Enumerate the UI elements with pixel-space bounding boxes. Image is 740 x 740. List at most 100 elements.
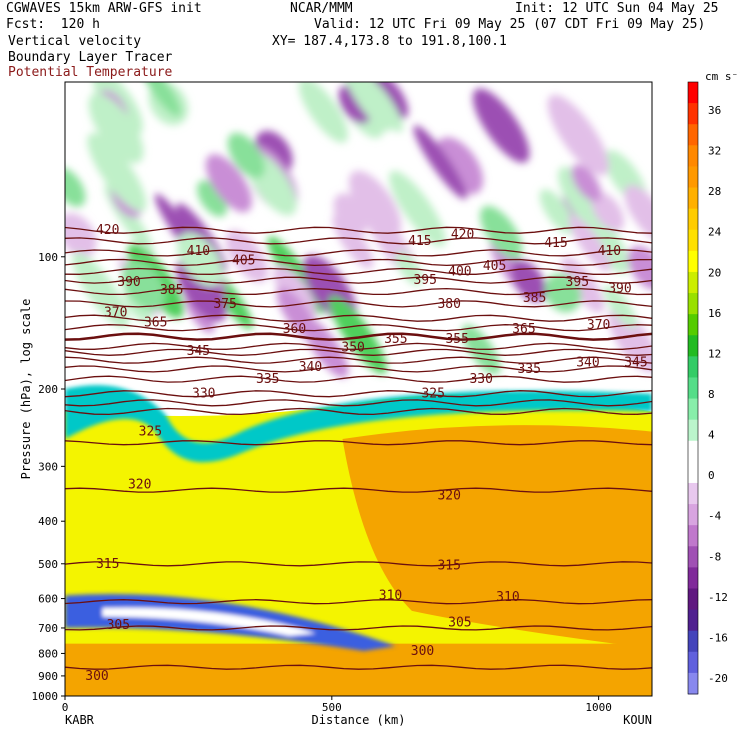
velocity-cell [372,82,409,119]
colorbar-segment [688,567,698,589]
theta-label-305: 305 [107,618,130,633]
theta-contour-420 [65,226,652,234]
colorbar-segment [688,546,698,568]
colorbar-segment [688,672,698,695]
theta-label-395: 395 [566,275,589,290]
colorbar-label: 4 [708,429,715,442]
theta-label-380: 380 [437,297,460,312]
colorbar-label: 36 [708,104,721,117]
theta-label-365: 365 [512,322,535,337]
theta-contour-325 [65,440,652,446]
y-tick-label: 100 [38,251,58,264]
x-tick-label: 500 [322,701,342,714]
colorbar-label: -4 [708,510,722,523]
velocity-cell [298,82,348,143]
velocity-cell [603,284,637,329]
theta-label-325: 325 [139,425,162,440]
velocity-cell [227,132,265,179]
colorbar-label: 16 [708,307,721,320]
velocity-cell [328,295,387,374]
colorbar-label: -8 [708,550,721,563]
theta-label-420: 420 [451,228,474,243]
theta-label-335: 335 [518,362,541,377]
theta-contour-320 [65,487,652,493]
theta-label-355: 355 [445,332,468,347]
theta-contour-300 [65,664,652,670]
theta-label-410: 410 [598,244,621,259]
velocity-cell [539,189,575,235]
theta-label-420: 420 [96,223,119,238]
y-axis-label: Pressure (hPa), log scale [19,299,33,480]
org-label: NCAR/MMM [290,1,353,16]
colorbar-segment [688,356,698,378]
theta-label-370: 370 [587,318,610,333]
theta-contour-labels: 420 410 405 415 420 415 410 405 400 395 395 390 390 3… [85,223,647,684]
theta-label-315: 315 [437,559,460,574]
theta-label-320: 320 [437,489,460,504]
colorbar-segment [688,166,698,189]
theta-label-340: 340 [299,360,322,375]
colorbar-segment [688,504,698,526]
model-title: CGWAVES 15km ARW-GFS init [6,1,202,16]
colorbar-label: 12 [708,347,721,360]
velocity-cell [332,214,374,269]
theta-label-305: 305 [448,615,471,630]
theta-contour-355 [65,356,652,364]
theta-label-385: 385 [160,283,183,298]
theta-contour-335 [65,399,652,407]
theta-contour-345 [65,375,652,383]
theta-label-350: 350 [341,341,364,356]
colorbar-units: cm s⁻¹ [705,70,740,83]
theta-label-375: 375 [213,297,236,312]
velocity-cell [205,154,252,213]
theta-label-390: 390 [117,275,140,290]
colorbar-label: -12 [708,591,728,604]
velocity-cell [435,137,484,195]
theta-label-415: 415 [408,234,431,249]
velocity-cell [142,82,181,117]
colorbar-segment [688,461,698,484]
colorbar-segment [688,651,698,674]
y-tick-label: 1000 [32,690,59,703]
velocity-cell [87,133,147,212]
theta-label-325: 325 [421,387,444,402]
tracer-orange-region-east [342,425,652,649]
theta-label-390: 390 [608,281,631,296]
colorbar-label: 20 [708,266,721,279]
theta-contour-390 [65,287,652,296]
theta-contour-370 [65,332,652,341]
colorbar-segment [688,208,698,231]
y-tick-label: 500 [38,558,58,571]
y-tick-label: 200 [38,383,58,396]
colorbar-label: 28 [708,185,721,198]
theta-label-300: 300 [411,644,434,659]
colorbar: 36 32 28 24 20 16 12 8 4 0 -4 -8 -12 -16 -20 cm s⁻¹ [687,70,740,695]
y-tick-label: 800 [38,647,58,660]
theta-contour-385 [65,300,652,308]
colorbar-segment [688,630,698,653]
theta-label-320: 320 [128,478,151,493]
theta-contour-400 [65,267,652,275]
theta-label-385: 385 [523,291,546,306]
theta-contour-350 [65,365,652,373]
y-tick-label: 600 [38,593,58,606]
colorbar-segment [688,271,698,294]
forecast-hour: Fcst: 120 h [6,17,100,32]
colorbar-segment [688,187,698,210]
x-tick-label: 1000 [585,701,612,714]
theta-contour-375 [65,324,652,332]
velocity-cell [72,252,129,329]
theta-label-410: 410 [187,244,210,259]
endpoint-left: KABR [65,713,95,727]
theta-contour-305 [65,625,652,631]
velocity-cell [389,170,446,247]
velocity-cell [333,193,369,235]
velocity-cell [627,245,652,290]
tracer-lower-core [102,607,316,636]
velocity-cell [361,82,403,133]
velocity-cell [413,125,467,200]
velocity-cell [547,94,609,176]
velocity-cell [88,93,144,164]
theta-contour-310 [65,599,652,605]
